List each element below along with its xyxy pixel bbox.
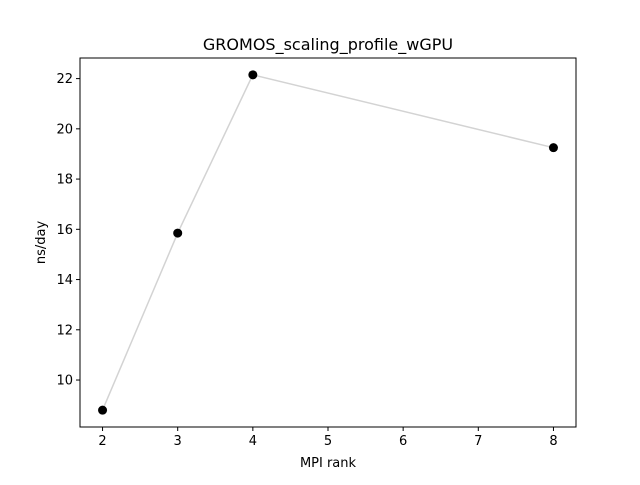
y-tick-label: 20 [56,122,73,137]
x-tick-label: 6 [399,434,407,449]
x-tick-label: 3 [174,434,182,449]
x-tick-label: 7 [474,434,482,449]
data-point [248,70,258,80]
x-axis-ticks: 2 3 4 5 6 7 8 [98,427,558,449]
series-line [101,73,554,411]
y-tick-label: 14 [56,273,73,288]
y-tick-label: 18 [56,173,73,188]
y-tick-label: 22 [56,72,73,87]
x-axis-label: MPI rank [300,456,357,471]
x-tick-label: 4 [249,434,257,449]
series-layer [98,70,558,415]
y-axis-ticks: 10 12 14 16 18 20 22 [56,72,80,389]
chart-title: GROMOS_scaling_profile_wGPU [203,35,453,55]
y-tick-label: 12 [56,323,73,338]
y-axis-label: ns/day [34,221,49,265]
x-tick-label: 2 [98,434,106,449]
x-tick-label: 8 [549,434,557,449]
data-point [98,405,108,415]
data-point [548,143,558,153]
y-tick-label: 16 [56,223,73,238]
y-tick-label: 10 [56,374,73,389]
x-tick-label: 5 [324,434,332,449]
data-point [173,228,183,238]
plot-background [80,58,576,427]
